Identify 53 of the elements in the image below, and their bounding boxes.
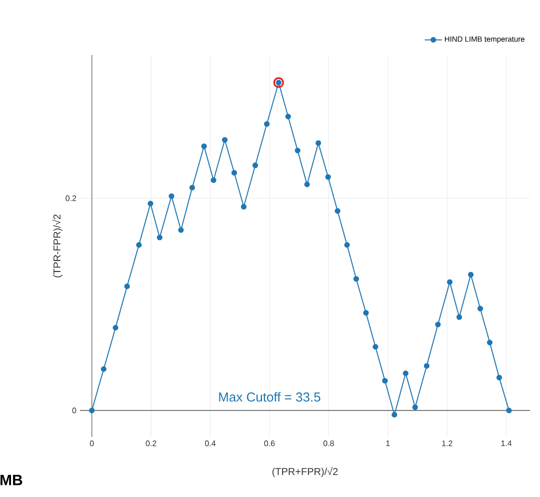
point [285,114,291,120]
point [222,137,228,143]
point [468,272,474,278]
point [477,306,484,312]
point [412,404,418,410]
point [112,324,118,330]
point [316,140,322,146]
point [264,121,270,127]
x-tick-label: 0.2 [146,440,156,446]
point [210,177,216,184]
point [435,322,441,328]
point [89,408,95,414]
point [252,162,258,168]
point [353,276,360,282]
point [402,370,408,376]
point [240,204,247,210]
point [294,148,300,154]
point [189,184,196,190]
x-tick-label: 0 [90,440,94,446]
point [382,378,388,384]
y-axis-title: (TPR-FPR)/√2 [52,214,62,278]
x-tick-label: 0.6 [264,440,275,446]
point [124,284,130,290]
point [325,174,331,180]
point [424,363,430,369]
point [372,344,378,350]
x-tick-label: 1.2 [442,440,452,446]
point [344,242,350,248]
point [486,340,493,346]
point [506,408,512,414]
point [136,242,142,248]
point [334,208,340,214]
point [178,227,184,233]
point [100,366,106,372]
point [363,310,369,316]
point [273,77,284,88]
x-tick-label: 0.4 [205,440,216,446]
annotation: Max Cutoff = 33.5 [219,392,320,402]
text: MB [0,474,22,486]
x-tick-label: 1 [386,440,390,446]
x-tick-label: 1.4 [501,440,512,446]
point [392,412,398,418]
point [201,143,207,150]
x-tick-label: 0.8 [323,440,334,446]
point [446,279,453,285]
point [496,374,502,380]
point [231,170,238,176]
x-axis-title: (TPR+FPR)/√2 [272,467,338,478]
point [304,182,310,188]
point [156,234,162,240]
point [168,193,174,199]
point [148,200,154,206]
point [456,314,462,320]
